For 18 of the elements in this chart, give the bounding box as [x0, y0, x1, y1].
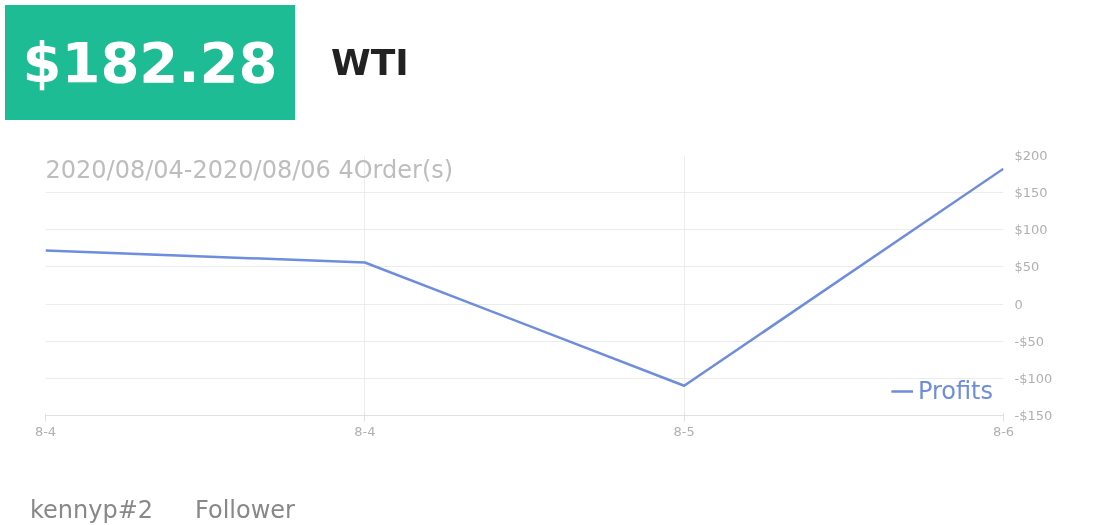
- chart-title: WTI: [331, 41, 409, 85]
- x-tick-label: 8-4: [34, 423, 57, 439]
- text: $182.28: [22, 29, 278, 97]
- x-tick-label: 8-5: [673, 423, 695, 439]
- y-tick-label: -$50: [1014, 333, 1045, 349]
- y-tick-label: 0: [1014, 296, 1023, 312]
- text: kennyp#2: [30, 495, 154, 525]
- text: Follower: [195, 495, 295, 525]
- y-tick-label: $150: [1014, 185, 1048, 201]
- chart-subtitle: 2020/08/04-2020/08/06 4Order(s): [45, 155, 454, 184]
- y-tick-label: -$150: [1014, 408, 1053, 423]
- y-tick-label: $50: [1014, 259, 1040, 275]
- y-tick-label: -$100: [1014, 370, 1053, 386]
- legend-label: Profits: [917, 377, 993, 405]
- x-tick-label: 8-6: [992, 423, 1015, 439]
- y-tick-label: $200: [1014, 148, 1048, 163]
- x-tick-label: 8-4: [354, 423, 376, 439]
- y-tick-label: $100: [1014, 222, 1048, 238]
